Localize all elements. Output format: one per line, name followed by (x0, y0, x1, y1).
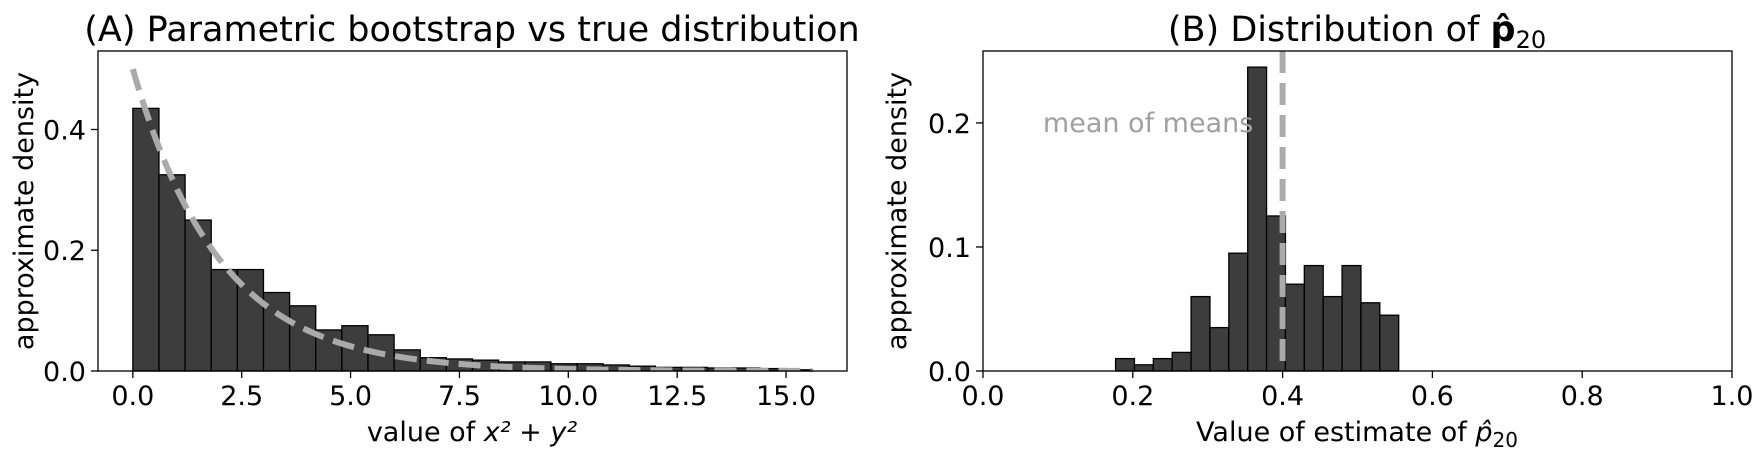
panel-b-annotation-mean-of-means: mean of means (1043, 108, 1253, 139)
panel-b-bar (1284, 283, 1305, 372)
panel-a-y-tick-label: 0.2 (43, 236, 86, 267)
panel-b-y-tick-label: 0.2 (928, 109, 971, 140)
panel-a-bar (288, 305, 317, 372)
panel-a-bar (184, 219, 212, 372)
panel-b-bar (1303, 264, 1324, 372)
panel-a-y-tick-label: 0.4 (43, 115, 86, 146)
panel-b: mean of means 0.0 0.2 0.4 0.6 0.8 1.0 0.00.10… (882, 10, 1753, 452)
panel-b-bar (1152, 357, 1173, 372)
panel-a-y-tick-label: 0.0 (43, 357, 86, 388)
panel-b-bar (1341, 264, 1362, 372)
panel-b-x-label: Value of estimate of p̂20 (1196, 417, 1518, 452)
panel-b-y-ticks: 0.0 0.1 0.2 (928, 109, 983, 388)
panel-b-bar (1133, 364, 1154, 372)
panel-b-bar (1171, 351, 1192, 372)
panel-b-bar (1228, 252, 1249, 372)
panel-b-x-tick-label: 1.0 (1711, 381, 1754, 412)
panel-b-y-tick-label: 0.0 (928, 357, 971, 388)
panel-a-x-tick-label: 12.5 (647, 381, 707, 412)
panel-a-x-tick-label: 0.0 (111, 381, 154, 412)
panel-a-y-ticks: 0.0 0.2 0.4 (43, 115, 98, 388)
panel-a-y-label: approximate density (9, 72, 40, 350)
panel-a-x-tick-label: 5.0 (329, 381, 372, 412)
panel-b-x-tick-label: 0.6 (1411, 381, 1454, 412)
panel-a-x-tick-label: 10.0 (538, 381, 598, 412)
panel-a-bar (158, 174, 186, 372)
panel-b-x-tick-label: 0.8 (1561, 381, 1604, 412)
panel-b-title: (B) Distribution of p̂20 (1168, 10, 1546, 54)
panel-b-y-label: approximate density (882, 72, 913, 350)
panel-b-x-tick-label: 0.4 (1261, 381, 1304, 412)
panel-a-title: (A) Parametric bootstrap vs true distrib… (84, 10, 859, 50)
panel-a-bar (132, 107, 160, 372)
panel-b-x-tick-label: 0.2 (1111, 381, 1154, 412)
panel-b-bar (1190, 295, 1211, 372)
panel-a-bar (210, 268, 238, 372)
panel-b-bar (1114, 357, 1136, 372)
panel-b-bar (1322, 295, 1343, 372)
panel-a-frame (97, 50, 848, 372)
panel-a-histogram (132, 107, 813, 372)
panel-a-x-tick-label: 15.0 (756, 381, 816, 412)
panel-b-frame (982, 50, 1733, 372)
panel-b-bar (1209, 326, 1230, 372)
panel-a-x-ticks: 0.0 2.5 5.0 7.5 10.0 12.5 15.0 (111, 371, 816, 412)
panel-b-x-tick-label: 0.0 (962, 381, 1005, 412)
panel-b-bar (1360, 302, 1381, 372)
panel-a-x-tick-label: 7.5 (438, 381, 481, 412)
panel-a-x-label: value of x² + y² (367, 417, 578, 448)
panel-b-x-ticks: 0.0 0.2 0.4 0.6 0.8 1.0 (962, 371, 1754, 412)
panel-b-y-tick-label: 0.1 (928, 233, 971, 264)
panel-a-x-tick-label: 2.5 (220, 381, 263, 412)
panel-a: 0.0 2.5 5.0 7.5 10.0 12.5 15.0 0.0 0.2 0.4 (A) P… (9, 10, 860, 448)
panel-b-bar (1379, 314, 1400, 372)
